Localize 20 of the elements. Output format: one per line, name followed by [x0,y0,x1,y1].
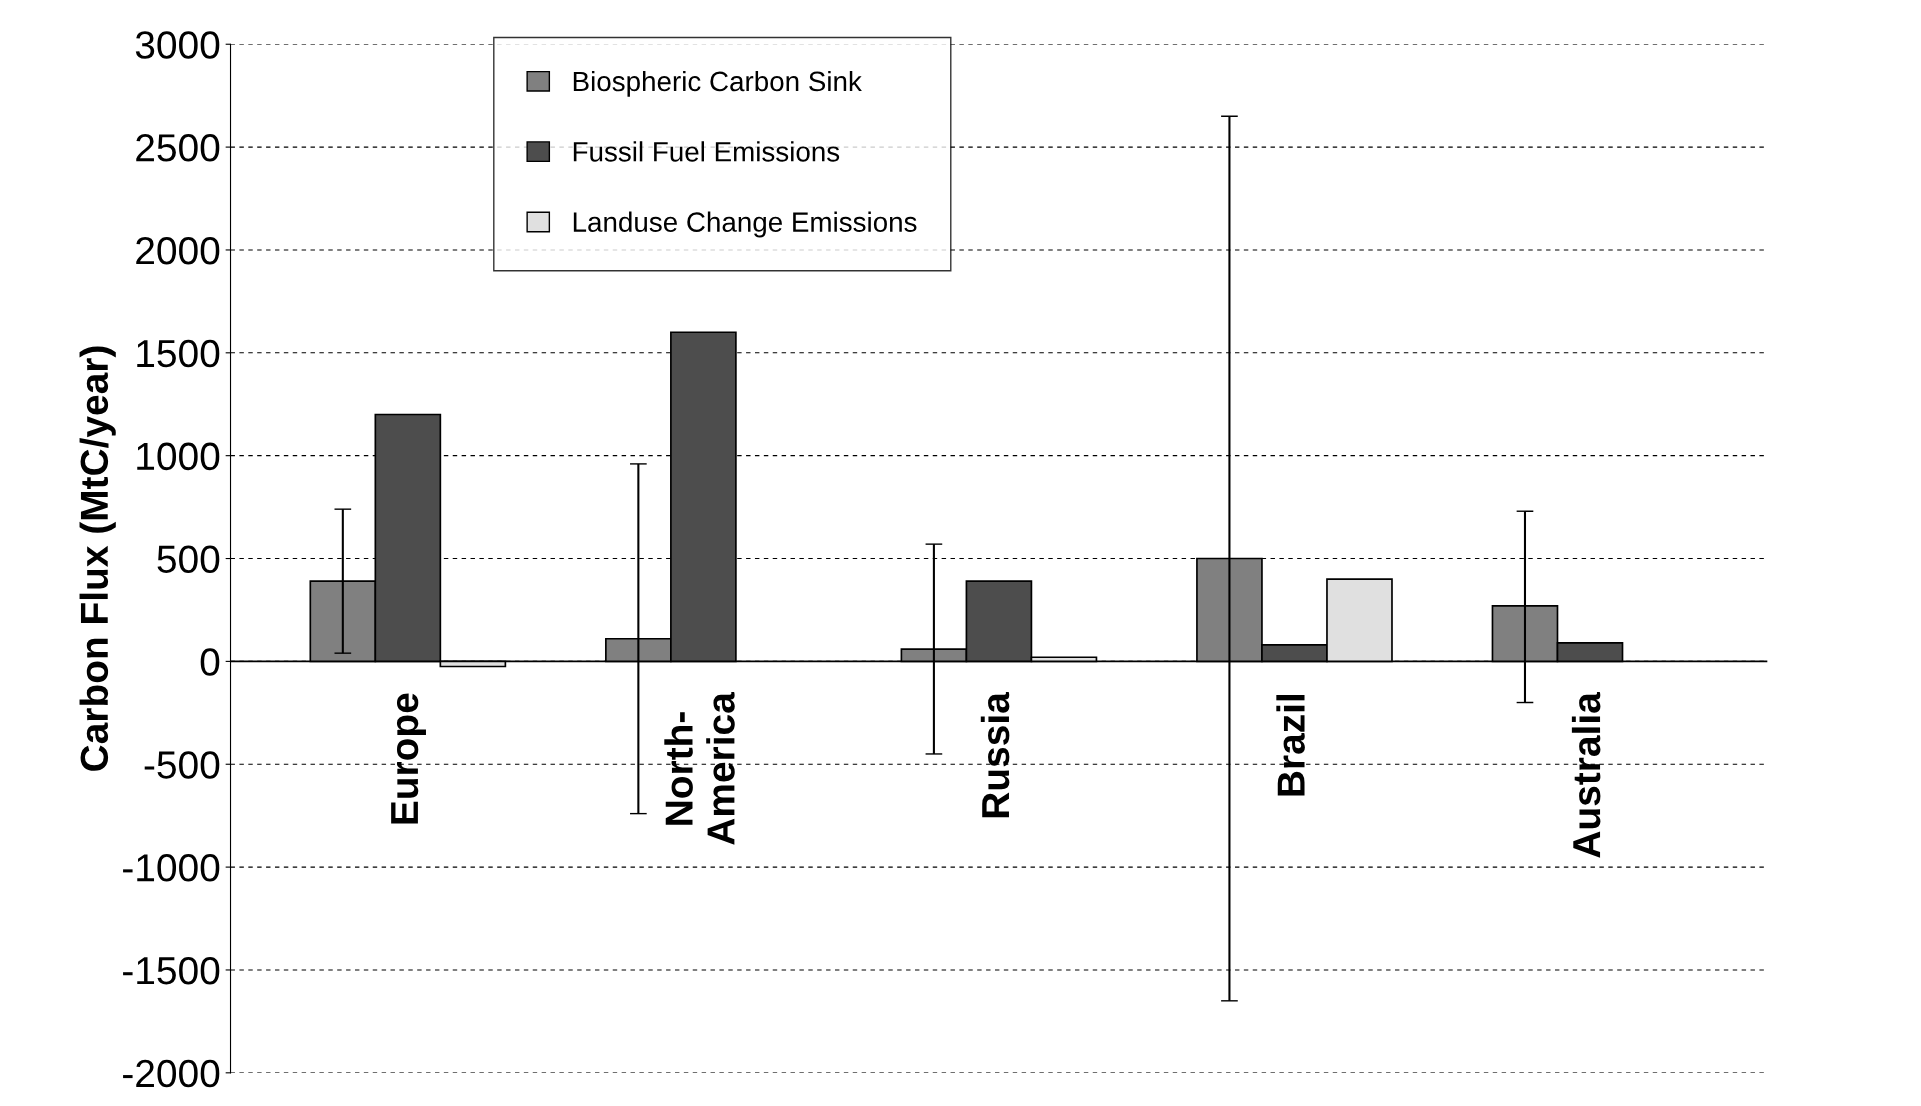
x-tick-label: Russia [980,691,1010,818]
legend-label: Biospheric Carbon Sink [573,70,862,97]
legend-label: Fussil Fuel Emissions [573,141,840,162]
legend-label: Landuse Change Emissions [573,211,917,238]
x-tick-label: Europe [391,693,426,824]
y-tick-label: -2000 [123,1059,220,1088]
y-tick-label: 3000 [135,31,220,59]
y-tick-label: 1500 [137,339,220,368]
y-tick-label: 500 [157,545,220,573]
y-axis-title: Carbon Flux (MtC/year) [79,346,116,771]
y-tick-label: -1000 [123,854,220,882]
x-tick-label: Brazil [1276,695,1305,796]
y-tick-label: 2000 [136,236,220,265]
y-tick-label: 1000 [137,442,220,471]
y-tick-label: -500 [144,751,220,779]
y-tick-label: 2500 [136,134,220,162]
y-tick-label: 0 [200,648,220,676]
y-tick-label: -1500 [123,956,220,985]
x-tick-label: North- America [664,692,735,845]
x-tick-label: Australia [1571,691,1601,858]
